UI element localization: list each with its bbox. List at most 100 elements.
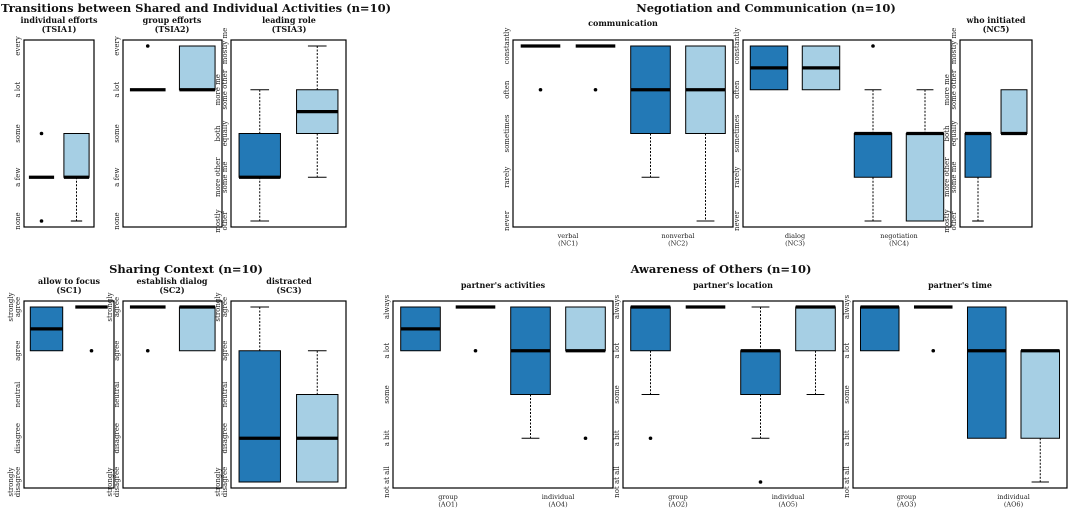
x-label-line: (AO5) bbox=[778, 501, 798, 509]
box-individual bbox=[296, 45, 339, 178]
box-shared bbox=[964, 131, 992, 222]
y-tick-line: none bbox=[14, 212, 22, 229]
x-group-label: group (AO2) bbox=[668, 493, 688, 509]
box-shared bbox=[749, 45, 789, 91]
box-shared bbox=[630, 45, 671, 178]
y-tick-label: a bit bbox=[613, 430, 621, 446]
y-tick-line: often bbox=[503, 80, 511, 99]
plot-frame bbox=[122, 39, 223, 228]
x-group-label: nonverbal (NC2) bbox=[661, 232, 694, 248]
y-tick-label: often bbox=[733, 80, 741, 99]
y-tick-label: neutral bbox=[14, 381, 22, 407]
y-tick-label: more othersome me bbox=[943, 157, 958, 197]
x-label-line: (NC2) bbox=[668, 240, 688, 248]
x-label-line: nonverbal bbox=[661, 232, 694, 240]
y-tick-label: stronglydisagree bbox=[214, 467, 229, 498]
y-tick-line: agree bbox=[14, 341, 22, 361]
y-tick-line: strongly bbox=[214, 292, 222, 321]
y-tick-line: strongly bbox=[106, 292, 114, 321]
box-shared bbox=[29, 306, 64, 352]
box-individual bbox=[565, 306, 606, 441]
iqr-box bbox=[853, 133, 893, 178]
box-panel: establish dialog(SC2)stronglydisagreedis… bbox=[106, 276, 223, 498]
y-tick-label: stronglydisagree bbox=[7, 467, 22, 498]
x-group-label: verbal (NC1) bbox=[557, 232, 579, 248]
x-label-line: individual bbox=[542, 493, 575, 501]
box-shared bbox=[129, 44, 166, 92]
plot-frame bbox=[852, 300, 1068, 489]
box-shared bbox=[28, 131, 55, 223]
y-tick-label: a bit bbox=[383, 430, 391, 446]
y-tick-line: a lot bbox=[613, 343, 621, 359]
plot-frame bbox=[959, 39, 1033, 228]
chart-panels: individual efforts(TSIA1) none a few some a … bbox=[7, 15, 1068, 509]
y-tick-label: never bbox=[503, 210, 511, 231]
box-shared bbox=[859, 305, 900, 352]
y-tick-label: more othersome me bbox=[214, 157, 229, 197]
y-tick-line: some bbox=[383, 385, 391, 404]
iqr-box bbox=[178, 306, 216, 352]
panel-subtitle: (TSIA3) bbox=[272, 24, 307, 34]
iqr-box bbox=[238, 133, 281, 178]
y-tick-line: rarely bbox=[503, 167, 511, 188]
y-tick-line: mostly bbox=[943, 209, 951, 232]
y-tick-label: mostly me bbox=[950, 28, 958, 64]
box-panel: allow to focus(SC1)stronglydisagreedisag… bbox=[7, 276, 115, 498]
outlier-point bbox=[473, 348, 478, 353]
box-individual bbox=[296, 350, 339, 483]
y-tick-line: some me bbox=[950, 161, 958, 193]
y-tick-line: a lot bbox=[113, 82, 121, 98]
panel-title: allow to focus bbox=[38, 276, 101, 286]
y-tick-label: mostlyother bbox=[214, 209, 229, 232]
outlier-point bbox=[145, 44, 150, 48]
y-tick-label: none bbox=[113, 212, 121, 229]
y-tick-line: more me bbox=[943, 74, 951, 105]
y-tick-label: not at all bbox=[613, 465, 621, 497]
section-title-awareness: Awareness of Others (n=10) bbox=[630, 262, 812, 276]
y-tick-line: agree bbox=[14, 297, 22, 317]
iqr-box bbox=[740, 350, 781, 395]
box-shared bbox=[740, 306, 781, 484]
x-label-line: dialog bbox=[785, 232, 805, 240]
outlier-point bbox=[648, 436, 653, 441]
y-tick-label: a lot bbox=[113, 82, 121, 98]
iqr-box bbox=[565, 306, 606, 352]
iqr-box bbox=[964, 133, 992, 178]
y-tick-label: mostlyother bbox=[943, 209, 958, 232]
y-tick-label: a bit bbox=[843, 430, 851, 446]
y-tick-line: disagree bbox=[113, 423, 121, 454]
x-group-label: individual (AO5) bbox=[772, 493, 805, 509]
y-tick-label: sometimes bbox=[503, 114, 511, 152]
box-individual bbox=[455, 305, 496, 353]
outlier-point bbox=[593, 87, 598, 92]
y-tick-line: neutral bbox=[14, 381, 22, 407]
y-tick-label: stronglyagree bbox=[106, 292, 121, 321]
y-tick-label: disagree bbox=[113, 423, 121, 454]
y-tick-label: agree bbox=[221, 341, 229, 361]
x-label-line: group bbox=[897, 493, 917, 501]
y-tick-line: not at all bbox=[383, 465, 391, 497]
plot-frame bbox=[742, 39, 952, 228]
x-label-line: (AO6) bbox=[1004, 501, 1024, 509]
y-tick-line: disagree bbox=[113, 467, 121, 498]
y-tick-label: rarely bbox=[503, 167, 511, 188]
y-tick-line: some other bbox=[221, 69, 229, 109]
y-tick-label: mostly me bbox=[221, 28, 229, 64]
panel-subtitle: (TSIA2) bbox=[155, 24, 190, 34]
box-shared bbox=[630, 305, 671, 441]
y-tick-label: disagree bbox=[14, 423, 22, 454]
y-tick-line: disagree bbox=[14, 423, 22, 454]
y-tick-line: sometimes bbox=[503, 114, 511, 152]
x-label-line: group bbox=[668, 493, 688, 501]
y-tick-label: stronglyagree bbox=[7, 292, 22, 321]
box-panel: leading role(TSIA3) mostlyother more other… bbox=[214, 15, 347, 233]
y-tick-line: a bit bbox=[843, 430, 851, 446]
y-tick-label: some bbox=[383, 385, 391, 404]
section-title-transitions: Transitions between Shared and Individua… bbox=[1, 1, 391, 15]
box-shared bbox=[238, 306, 281, 483]
outlier-point bbox=[89, 348, 94, 353]
outlier-point bbox=[39, 219, 44, 223]
outlier-point bbox=[583, 436, 588, 441]
